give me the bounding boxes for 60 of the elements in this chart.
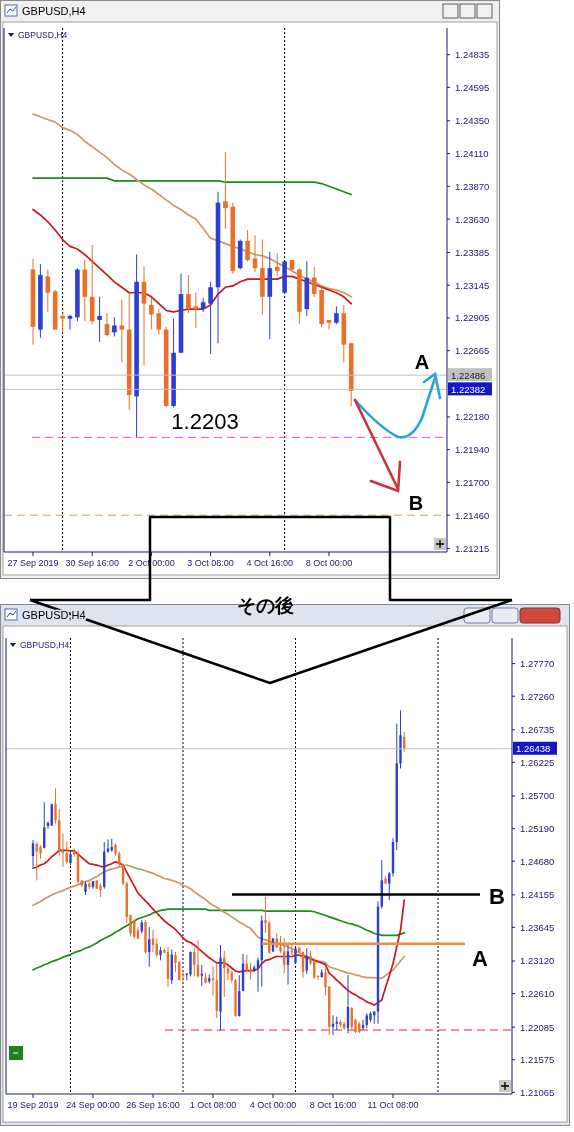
y-tick-label: 1.23385	[455, 246, 490, 258]
line-series	[32, 177, 353, 196]
y-tick-label: 1.23645	[520, 921, 555, 933]
line-series	[32, 908, 406, 971]
y-tick-label: 1.23145	[455, 279, 490, 291]
x-tick-label: 30 Sep 16:00	[65, 558, 119, 568]
line-series	[32, 864, 406, 980]
ref-line-label: A	[472, 945, 489, 971]
y-tick-label: 1.24835	[455, 49, 490, 61]
text: A	[414, 351, 430, 373]
chart-subtitle: GBPUSD,H4	[18, 30, 68, 40]
x-tick-label: 3 Oct 08:00	[187, 558, 234, 568]
x-tick-label: 19 Sep 2019	[7, 1100, 59, 1110]
y-tick-label: 1.25190	[520, 823, 555, 835]
y-tick-label: 1.21460	[455, 509, 490, 521]
x-tick-label: 26 Sep 16:00	[126, 1100, 180, 1110]
x-tick-label: 2 Oct 00:00	[128, 558, 175, 568]
y-tick-label: 1.24350	[455, 115, 490, 127]
y-tick-label: 1.24155	[520, 889, 555, 901]
x-tick-label: 8 Oct 00:00	[305, 558, 353, 568]
x-tick-label: 24 Sep 00:00	[66, 1100, 120, 1110]
y-tick-label: 1.21215	[455, 543, 490, 555]
x-tick-label: 4 Oct 00:00	[249, 1100, 297, 1110]
x-tick-label: 1 Oct 08:00	[189, 1100, 237, 1110]
y-tick-label: 1.21940	[455, 444, 490, 456]
y-tick-label: 1.22610	[520, 988, 555, 1000]
x-tick-label: 4 Oct 16:00	[246, 558, 294, 568]
y-tick-label: 1.22665	[455, 345, 490, 357]
y-tick-label: 1.23120	[520, 955, 555, 967]
y-tick-label: 1.23630	[455, 213, 490, 225]
line-series	[32, 208, 353, 313]
y-tick-label: 1.21065	[520, 1086, 555, 1098]
y-tick-label: 1.21700	[455, 476, 490, 488]
line-series	[32, 849, 406, 1006]
chart-title: GBPUSD,H4	[22, 5, 86, 17]
line-series	[32, 113, 353, 298]
y-tick-label: 1.26735	[520, 724, 555, 736]
y-tick-label: 1.26225	[520, 756, 555, 768]
y-tick-label: 1.27260	[520, 690, 555, 702]
ref-line-label: B	[489, 884, 505, 910]
y-tick-label: 1.24595	[455, 81, 490, 93]
ref-line-label: 1.22486	[451, 369, 486, 381]
x-tick-label: 11 Oct 08:00	[367, 1100, 419, 1110]
y-tick-label: 1.22085	[520, 1021, 555, 1033]
y-tick-label: 1.27770	[520, 658, 555, 670]
y-tick-label: 1.22180	[455, 411, 490, 423]
ref-line-label: 1.2203	[171, 409, 239, 435]
text: B	[408, 492, 424, 514]
ref-line-label: 1.22382	[451, 383, 486, 395]
y-tick-label: 1.21575	[520, 1054, 555, 1066]
y-tick-label: 1.24110	[455, 148, 489, 160]
ref-line-label: 1.26438	[516, 743, 551, 755]
y-tick-label: 1.23870	[455, 180, 490, 192]
text: その後	[236, 595, 294, 616]
x-tick-label: 27 Sep 2019	[7, 558, 59, 568]
x-tick-label: 8 Oct 16:00	[309, 1100, 357, 1110]
y-tick-label: 1.25700	[520, 790, 555, 802]
y-tick-label: 1.24680	[520, 855, 555, 867]
chart-subtitle: GBPUSD,H4	[20, 640, 70, 650]
y-tick-label: 1.22905	[455, 312, 490, 324]
